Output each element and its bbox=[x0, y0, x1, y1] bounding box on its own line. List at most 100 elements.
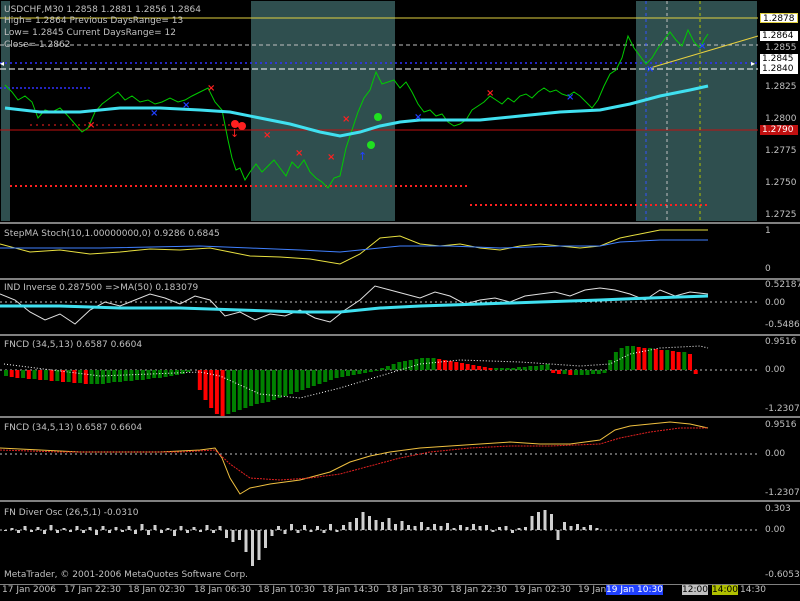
histogram-bar bbox=[26, 370, 31, 379]
oscillator-bar bbox=[192, 527, 196, 530]
oscillator-bar bbox=[23, 526, 27, 530]
oscillator-bar bbox=[101, 526, 105, 530]
sell-arrow-marker: ↓ bbox=[230, 127, 239, 140]
histogram-bar bbox=[328, 370, 333, 380]
ind-inverse-pane[interactable]: IND Inverse 0.287500 =>MA(50) 0.183079 bbox=[0, 280, 758, 334]
histogram-bar bbox=[613, 352, 618, 370]
histogram-bar bbox=[129, 370, 134, 381]
price-box-high: 1.2878 bbox=[760, 13, 798, 24]
diver-osc-pane[interactable]: FN Diver Osc (26,5,1) -0.0310 MetaTrader… bbox=[0, 502, 758, 584]
info-close: Close= 1.2862 bbox=[4, 40, 71, 50]
pane-label: FN Diver Osc (26,5,1) -0.0310 bbox=[4, 508, 139, 518]
main-chart-pane[interactable]: × × × × × × × × × × × × × ↓ ↑ ◂ ▸ USDCHF… bbox=[0, 0, 759, 222]
oscillator-bar bbox=[88, 527, 92, 530]
sell-signal-marker: × bbox=[486, 88, 494, 99]
histogram-bar bbox=[306, 370, 311, 388]
oscillator-bar bbox=[173, 530, 176, 536]
histogram-bar bbox=[140, 370, 145, 380]
oscillator-bar bbox=[179, 526, 183, 530]
stoch-axis-label: 0 bbox=[765, 264, 771, 274]
histogram-bar bbox=[72, 370, 77, 383]
oscillator-bar bbox=[4, 530, 7, 531]
histogram-bar bbox=[123, 370, 128, 381]
oscillator-bar bbox=[238, 530, 241, 540]
oscillator-bar bbox=[225, 530, 228, 538]
oscillator-bar bbox=[218, 526, 222, 530]
oscillator-bar bbox=[511, 530, 514, 533]
histogram-bar bbox=[300, 370, 305, 390]
diver-axis-label: 0.00 bbox=[765, 525, 786, 535]
histogram-bar bbox=[89, 370, 94, 384]
histogram-bar bbox=[648, 348, 653, 370]
histogram-bar bbox=[232, 370, 236, 412]
histogram-bar bbox=[585, 370, 590, 375]
oscillator-bar bbox=[69, 530, 72, 532]
oscillator-bar bbox=[82, 530, 85, 533]
scroll-marker-icon: ▸ bbox=[751, 59, 755, 68]
histogram-bar bbox=[465, 364, 470, 370]
pane-separator[interactable] bbox=[0, 416, 800, 418]
oscillator-bar bbox=[264, 530, 267, 548]
histogram-bar bbox=[505, 368, 510, 370]
stepma-stoch-pane[interactable]: StepMA Stoch(10,1.00000000,0) 0.9286 0.6… bbox=[0, 224, 758, 278]
oscillator-bar bbox=[43, 530, 46, 534]
pane-separator[interactable] bbox=[0, 278, 800, 280]
pane-separator[interactable] bbox=[0, 334, 800, 336]
fncd-axis-label: 0.9516 bbox=[765, 337, 797, 347]
sell-dot-marker bbox=[231, 120, 239, 128]
histogram-bar bbox=[118, 370, 122, 382]
pane-separator[interactable] bbox=[0, 222, 800, 224]
diver-axis-label: 0.303 bbox=[765, 504, 791, 514]
histogram-bar bbox=[283, 370, 288, 396]
histogram-bar bbox=[682, 352, 687, 370]
oscillator-bar bbox=[394, 524, 397, 530]
oscillator-bar bbox=[556, 530, 560, 540]
fncd-histogram-pane[interactable]: FNCD (34,5,13) 0.6587 0.6604 bbox=[0, 336, 758, 416]
pane-separator[interactable] bbox=[0, 500, 800, 502]
pane-label: FNCD (34,5,13) 0.6587 0.6604 bbox=[4, 340, 143, 350]
histogram-bar bbox=[175, 370, 179, 375]
moving-average-line bbox=[4, 84, 709, 138]
oscillator-bar bbox=[322, 530, 326, 533]
session-box bbox=[1, 1, 10, 221]
oscillator-bar bbox=[517, 528, 521, 530]
histogram-bar bbox=[574, 370, 578, 375]
time-axis-label: 17 Jan 22:30 bbox=[64, 585, 121, 595]
oscillator-bar bbox=[400, 521, 404, 530]
histogram-bar bbox=[135, 370, 140, 380]
price-axis-label: 1.2800 bbox=[765, 114, 797, 124]
oscillator-bar bbox=[485, 525, 488, 530]
histogram-bar bbox=[556, 370, 561, 374]
oscillator-bar bbox=[387, 518, 391, 530]
histogram-bar bbox=[100, 370, 105, 384]
histogram-bar bbox=[517, 367, 521, 370]
sell-dot-marker bbox=[238, 122, 246, 130]
histogram-bar bbox=[237, 370, 242, 410]
price-box-level: 1.2840 bbox=[760, 64, 798, 74]
oscillator-bar bbox=[348, 522, 352, 530]
histogram-bar bbox=[249, 370, 254, 406]
oscillator-bar bbox=[420, 522, 423, 530]
histogram-bar bbox=[214, 370, 219, 414]
time-axis-highlight: 14:00 bbox=[712, 585, 738, 595]
fncd-signal-line bbox=[0, 427, 708, 481]
histogram-bar bbox=[482, 367, 487, 370]
histogram-bar bbox=[209, 370, 214, 408]
time-axis-label: 18 Jan 02:30 bbox=[128, 585, 185, 595]
fncd-lines-pane[interactable]: FNCD (34,5,13) 0.6587 0.6604 bbox=[0, 418, 758, 500]
histogram-bar bbox=[260, 370, 265, 403]
histogram-bar bbox=[408, 360, 413, 370]
histogram-bar bbox=[494, 368, 499, 370]
histogram-bar bbox=[431, 358, 436, 370]
diver-osc-canvas bbox=[0, 510, 758, 566]
histogram-bar bbox=[522, 367, 527, 370]
oscillator-bar bbox=[205, 525, 209, 530]
histogram-bar bbox=[4, 370, 8, 376]
histogram-bar bbox=[437, 359, 442, 370]
price-axis-label: 1.2725 bbox=[765, 210, 797, 220]
oscillator-bar bbox=[537, 512, 540, 530]
price-chart-canvas: × × × × × × × × × × × × × ↓ ↑ ◂ ▸ bbox=[0, 1, 759, 222]
histogram-bar bbox=[38, 370, 43, 380]
histogram-bar bbox=[562, 370, 567, 374]
histogram-signal-line bbox=[3, 345, 709, 399]
